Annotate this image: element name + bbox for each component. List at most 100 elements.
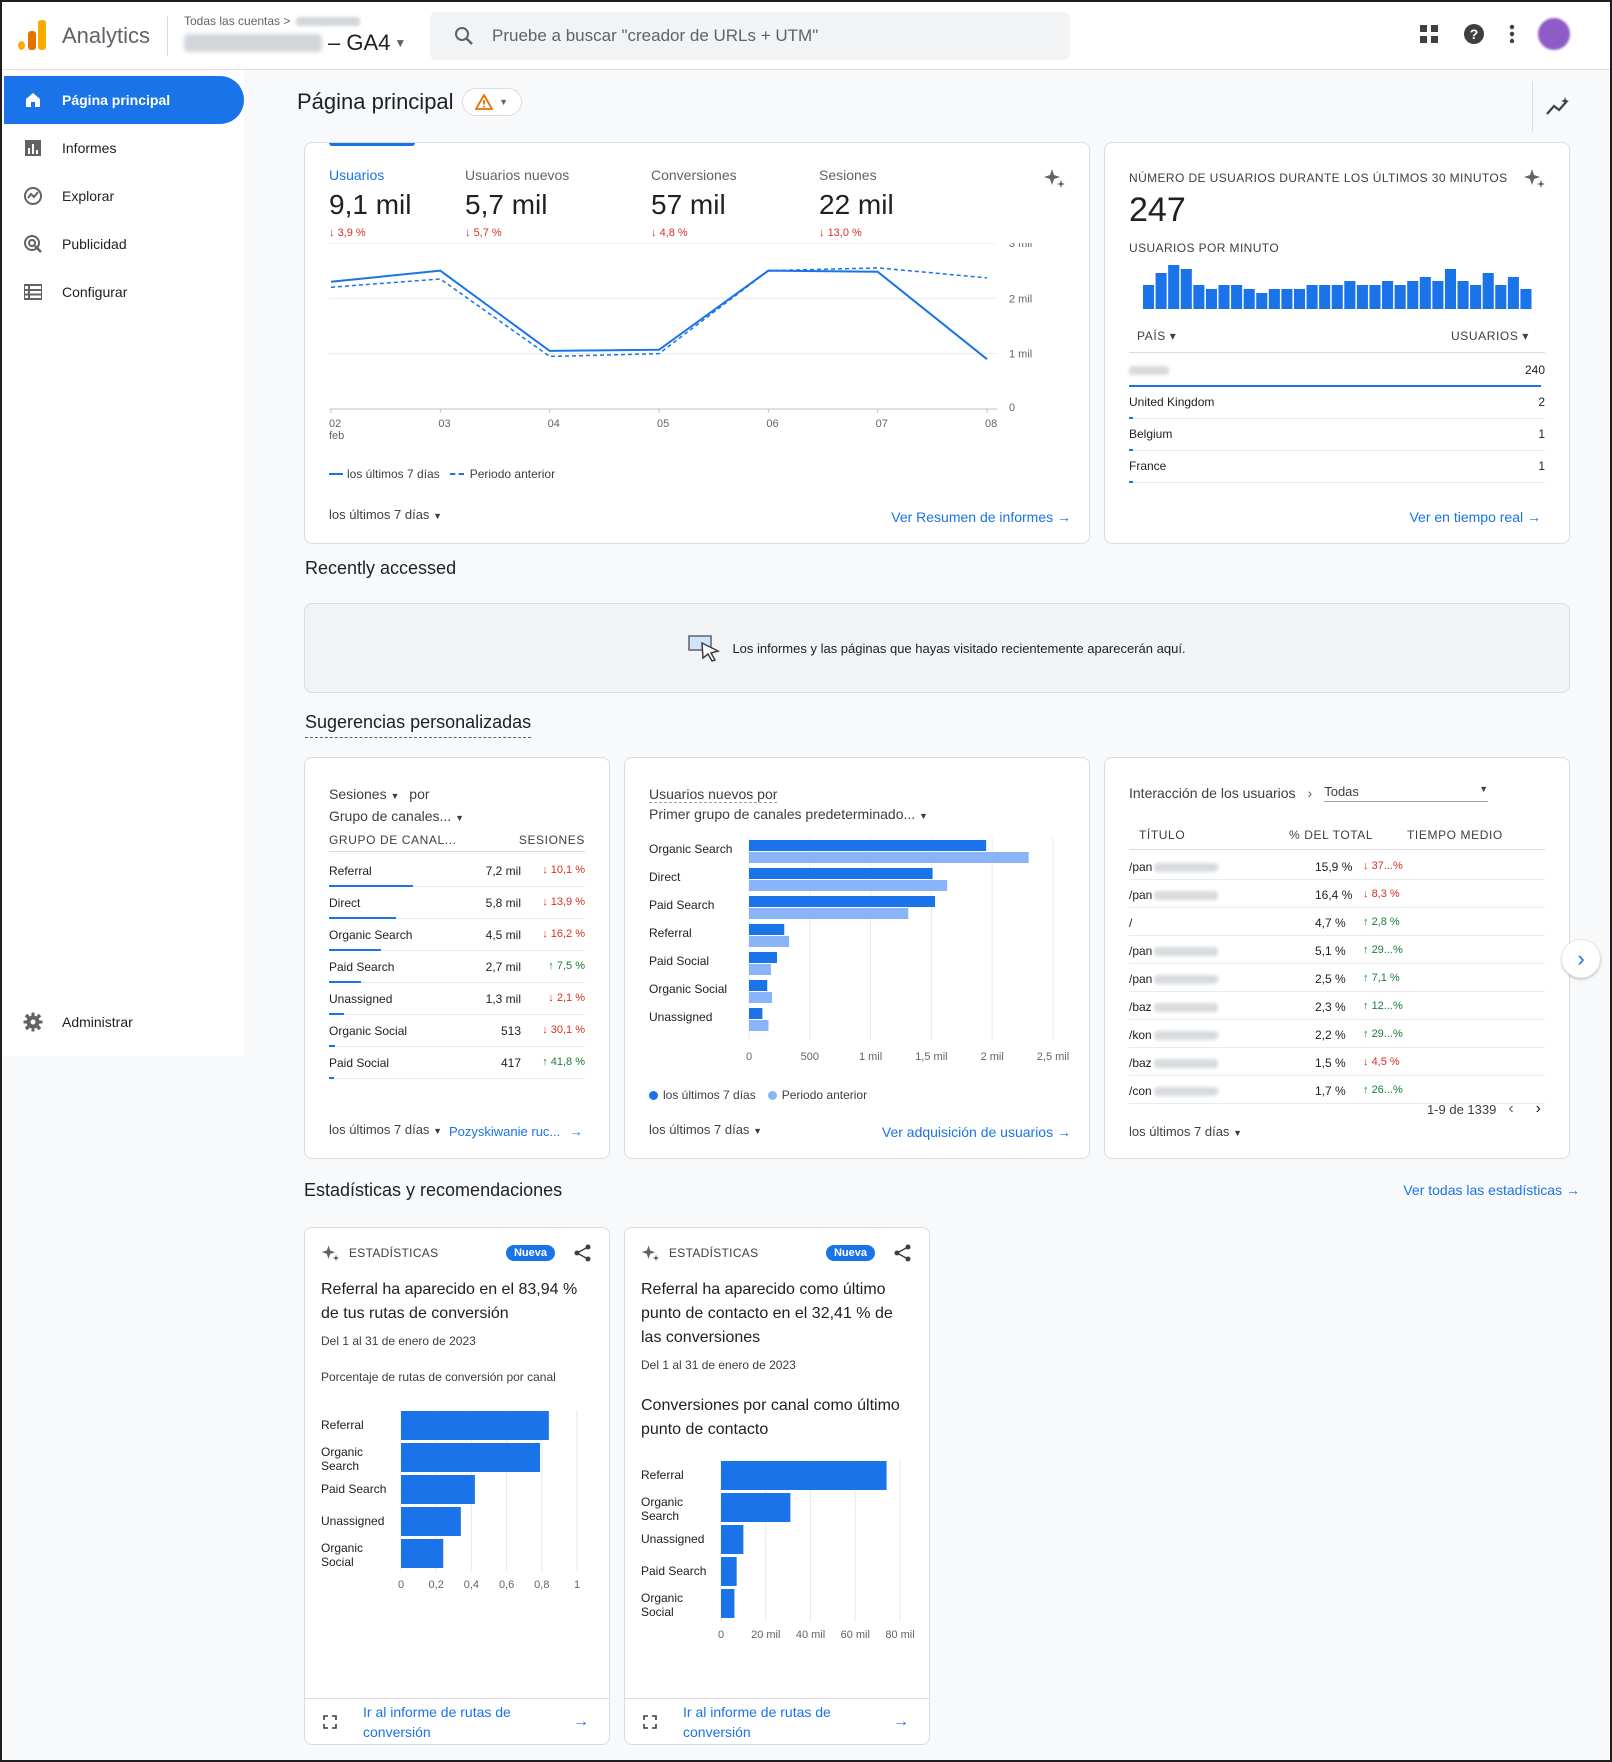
arrow-right-icon[interactable]: → bbox=[573, 1712, 589, 1730]
page-row[interactable]: / 4,7 % ↑ 2,8 % bbox=[1129, 908, 1545, 936]
channel-row[interactable]: Paid Social 417 ↑ 41,8 % bbox=[329, 1047, 585, 1079]
sidebar-item-reports[interactable]: Informes bbox=[4, 124, 244, 172]
minute-bar[interactable] bbox=[1231, 285, 1243, 309]
sidebar-item-configure[interactable]: Configurar bbox=[4, 268, 244, 316]
conversion-paths-link[interactable]: Ir al informe de rutas de conversión bbox=[683, 1703, 831, 1740]
minute-bar[interactable] bbox=[1482, 273, 1494, 309]
bar-current[interactable] bbox=[749, 868, 933, 879]
minute-bar[interactable] bbox=[1319, 285, 1331, 309]
minute-bar[interactable] bbox=[1470, 285, 1482, 309]
minute-bar[interactable] bbox=[1394, 285, 1406, 309]
bar-previous[interactable] bbox=[749, 936, 790, 947]
bar-previous[interactable] bbox=[749, 1020, 769, 1031]
bar-current[interactable] bbox=[749, 924, 785, 935]
date-range-selector[interactable]: los últimos 7 días ▼ bbox=[649, 1122, 762, 1137]
country-row[interactable]: Belgium 1 bbox=[1129, 419, 1545, 451]
page-row[interactable]: /pan 5,1 % ↑ 29...% bbox=[1129, 936, 1545, 964]
more-vert-icon[interactable] bbox=[1508, 23, 1516, 45]
acquisition-link[interactable]: Pozyskiwanie ruc... → bbox=[449, 1124, 583, 1139]
bar[interactable] bbox=[721, 1461, 887, 1490]
minute-bar[interactable] bbox=[1382, 281, 1394, 309]
metric-selector[interactable]: Sesiones ▼ bbox=[329, 786, 400, 802]
minute-bar[interactable] bbox=[1495, 285, 1507, 309]
suggestions-title[interactable]: Sugerencias personalizadas bbox=[305, 712, 532, 738]
minute-bar[interactable] bbox=[1256, 293, 1268, 309]
bar[interactable] bbox=[401, 1539, 444, 1568]
help-icon[interactable]: ? bbox=[1462, 22, 1486, 46]
channel-row[interactable]: Paid Search 2,7 mil ↑ 7,5 % bbox=[329, 951, 585, 983]
bar-previous[interactable] bbox=[749, 992, 773, 1003]
date-range-selector[interactable]: los últimos 7 días ▼ bbox=[329, 507, 442, 522]
page-row[interactable]: /pan 16,4 % ↓ 8,3 % bbox=[1129, 880, 1545, 908]
analytics-logo[interactable] bbox=[18, 20, 46, 50]
bar-previous[interactable] bbox=[749, 908, 909, 919]
minute-bar[interactable] bbox=[1205, 289, 1217, 309]
view-realtime-link[interactable]: Ver en tiempo real → bbox=[1409, 509, 1541, 525]
property-selector[interactable]: – GA4 ▼ bbox=[184, 30, 406, 56]
bar[interactable] bbox=[721, 1589, 735, 1618]
bar-current[interactable] bbox=[749, 980, 768, 991]
minute-bar[interactable] bbox=[1218, 285, 1230, 309]
dimension-selector[interactable]: Grupo de canales... ▼ bbox=[329, 808, 464, 824]
col-country[interactable]: PAÍS ▾ bbox=[1137, 328, 1177, 343]
account-breadcrumb[interactable]: Todas las cuentas > bbox=[184, 14, 361, 28]
next-page-icon[interactable]: › bbox=[1535, 1100, 1541, 1117]
minute-bar[interactable] bbox=[1306, 285, 1318, 309]
kpi-users[interactable]: Usuarios 9,1 mil ↓ 3,9 % bbox=[329, 167, 411, 239]
country-row[interactable]: 240 bbox=[1129, 355, 1545, 387]
minute-bar[interactable] bbox=[1143, 285, 1155, 309]
minute-bar[interactable] bbox=[1180, 269, 1192, 309]
bar-current[interactable] bbox=[749, 952, 777, 963]
date-range-selector[interactable]: los últimos 7 días ▼ bbox=[1129, 1124, 1242, 1139]
sidebar-item-explore[interactable]: Explorar bbox=[4, 172, 244, 220]
channel-row[interactable]: Direct 5,8 mil ↓ 13,9 % bbox=[329, 887, 585, 919]
expand-icon[interactable] bbox=[643, 1714, 657, 1729]
page-row[interactable]: /con 1,7 % ↑ 26...% bbox=[1129, 1076, 1545, 1104]
sparkle-icon[interactable] bbox=[1523, 167, 1547, 191]
page-row[interactable]: /pan 15,9 % ↓ 37...% bbox=[1129, 852, 1545, 880]
see-all-insights-link[interactable]: Ver todas las estadísticas → bbox=[1403, 1182, 1580, 1198]
view-reports-link[interactable]: Ver Resumen de informes → bbox=[891, 509, 1071, 525]
metric-by-label[interactable]: Usuarios nuevos por bbox=[649, 786, 778, 803]
prev-page-icon[interactable]: ‹ bbox=[1508, 1100, 1514, 1117]
warning-dropdown[interactable]: ▼ bbox=[461, 88, 522, 116]
bar-current[interactable] bbox=[749, 840, 987, 851]
bar[interactable] bbox=[401, 1475, 475, 1504]
bar-current[interactable] bbox=[749, 896, 936, 907]
minute-bar[interactable] bbox=[1293, 289, 1306, 309]
insights-button[interactable] bbox=[1532, 82, 1582, 132]
bar-previous[interactable] bbox=[749, 880, 948, 891]
bar-previous[interactable] bbox=[749, 964, 771, 975]
sparkle-icon[interactable] bbox=[1043, 167, 1067, 191]
channel-row[interactable]: Organic Search 4,5 mil ↓ 16,2 % bbox=[329, 919, 585, 951]
bar[interactable] bbox=[401, 1443, 541, 1472]
country-row[interactable]: United Kingdom 2 bbox=[1129, 387, 1545, 419]
minute-bar[interactable] bbox=[1419, 277, 1431, 309]
kpi-conversions[interactable]: Conversiones 57 mil ↓ 4,8 % bbox=[651, 167, 737, 239]
minute-bar[interactable] bbox=[1432, 281, 1444, 309]
apps-icon[interactable] bbox=[1418, 23, 1440, 45]
bar[interactable] bbox=[721, 1525, 744, 1554]
filter-select[interactable]: Todas ▼ bbox=[1324, 784, 1489, 802]
bar[interactable] bbox=[401, 1507, 461, 1536]
page-row[interactable]: /kon 2,2 % ↑ 29...% bbox=[1129, 1020, 1545, 1048]
minute-bar[interactable] bbox=[1457, 281, 1469, 309]
bar-previous[interactable] bbox=[749, 852, 1029, 863]
minute-bar[interactable] bbox=[1520, 289, 1532, 309]
user-acquisition-link[interactable]: Ver adquisición de usuarios → bbox=[882, 1124, 1071, 1140]
kpi-sessions[interactable]: Sesiones 22 mil ↓ 13,0 % bbox=[819, 167, 894, 239]
minute-bar[interactable] bbox=[1193, 285, 1205, 309]
expand-icon[interactable] bbox=[323, 1714, 337, 1729]
carousel-next-button[interactable]: › bbox=[1562, 940, 1600, 978]
minute-bar[interactable] bbox=[1168, 265, 1180, 309]
minute-bar[interactable] bbox=[1444, 269, 1457, 309]
page-row[interactable]: /baz 1,5 % ↓ 4,5 % bbox=[1129, 1048, 1545, 1076]
sidebar-item-advertising[interactable]: Publicidad bbox=[4, 220, 244, 268]
channel-row[interactable]: Referral 7,2 mil ↓ 10,1 % bbox=[329, 855, 585, 887]
col-users[interactable]: USUARIOS ▾ bbox=[1450, 328, 1529, 343]
conversion-paths-link[interactable]: Ir al informe de rutas de conversión bbox=[363, 1703, 511, 1740]
minute-bar[interactable] bbox=[1369, 285, 1381, 309]
date-range-selector[interactable]: los últimos 7 días ▼ bbox=[329, 1122, 442, 1137]
sidebar-item-home[interactable]: Página principal bbox=[4, 76, 244, 124]
bar-current[interactable] bbox=[749, 1008, 763, 1019]
